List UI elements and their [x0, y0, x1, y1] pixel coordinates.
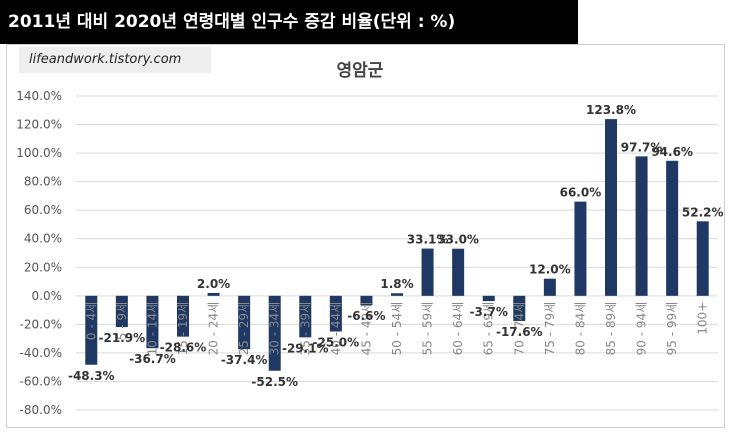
bar: [391, 293, 403, 296]
x-tick-label: 90 - 94세: [635, 302, 649, 356]
data-label: 94.6%: [651, 145, 693, 159]
x-tick-label: 5 - 9세: [115, 302, 129, 340]
x-tick-label: 0 - 4세: [84, 302, 98, 340]
data-label: -25.0%: [313, 336, 360, 350]
data-label: -17.6%: [496, 325, 543, 339]
x-tick-label: 10 - 14세: [145, 302, 159, 356]
data-label: -3.7%: [470, 305, 508, 319]
bar: [696, 221, 709, 296]
bar: [299, 295, 312, 338]
data-label: 52.2%: [682, 205, 724, 219]
x-tick-label: 85 - 89세: [604, 302, 618, 356]
data-labels: -48.3% -21.9% -36.7%-28.6% 2.0% -37.4% -52.5%…: [68, 103, 724, 389]
x-tick-label: 80 - 84세: [573, 302, 587, 356]
data-label: 12.0%: [529, 263, 571, 277]
y-axis-ticks: 140.0% 120.0% 100.0% 80.0% 60.0% 40.0% 20.0% 0.…: [16, 89, 62, 417]
x-tick-label: 25 - 29세: [237, 302, 251, 356]
bar: [452, 248, 465, 296]
y-tick-label: 60.0%: [24, 203, 62, 217]
bar: [513, 295, 526, 321]
data-label: 97.7%: [621, 140, 663, 154]
x-tick-label: 95 - 99세: [665, 302, 679, 356]
x-tick-label: 60 - 64세: [451, 302, 465, 356]
x-tick-label: 55 - 59세: [421, 302, 435, 356]
bar: [329, 295, 342, 332]
data-label: -28.6%: [160, 341, 207, 355]
bar: [177, 295, 189, 337]
bars: [85, 119, 709, 371]
y-tick-label: 20.0%: [24, 260, 62, 274]
y-tick-label: -40.0%: [20, 346, 62, 360]
data-label: 2.0%: [197, 277, 230, 291]
bar: [115, 295, 128, 328]
y-tick-label: 140.0%: [16, 89, 62, 103]
y-tick-label: -60.0%: [20, 374, 62, 388]
bar: [482, 295, 495, 302]
data-label: -37.4%: [221, 353, 268, 367]
data-label: 66.0%: [560, 186, 602, 200]
y-tick-label: 0.0%: [32, 289, 63, 303]
bar: [605, 119, 617, 296]
data-label: 33.1%: [407, 233, 449, 247]
x-tick-label: 75 - 79세: [543, 302, 557, 356]
bar: [146, 295, 159, 349]
y-tick-label: 100.0%: [16, 146, 62, 160]
data-label: 123.8%: [586, 103, 636, 117]
y-tick-label: 120.0%: [16, 118, 62, 132]
bar: [574, 201, 587, 296]
watermark: lifeandwork.tistory.com: [19, 47, 211, 73]
data-label: -52.5%: [251, 375, 298, 389]
x-tick-label: 15 - 19세: [176, 302, 190, 356]
x-tick-label: 35 - 39세: [298, 302, 312, 356]
x-tick-label: 70 - 74세: [512, 302, 526, 356]
x-tick-label: 20 - 24세: [207, 302, 221, 356]
x-tick-label: 45 - 49세: [359, 302, 373, 356]
x-tick-label: 100+: [696, 302, 710, 335]
x-tick-label: 40 - 44세: [329, 302, 343, 356]
bar: [268, 295, 281, 371]
y-tick-label: -20.0%: [20, 317, 62, 331]
data-label: -29.1%: [282, 341, 329, 355]
chart-title: 영암군: [336, 61, 384, 81]
bar: [360, 295, 373, 306]
bar: [238, 295, 251, 350]
page-title: 2011년 대비 2020년 연령대별 인구수 증감 비율(단위 : %): [0, 0, 578, 44]
data-label: -48.3%: [68, 369, 115, 383]
y-tick-label: -80.0%: [20, 403, 62, 417]
data-label: 33.0%: [437, 233, 479, 247]
x-tick-label: 65 - 69세: [482, 302, 496, 356]
bar: [635, 156, 648, 296]
bar: [543, 278, 556, 296]
x-axis-labels: 0 - 4세 5 - 9세 10 - 14세 15 - 19세 20 - 24세 25 -…: [84, 302, 709, 356]
data-label: -6.6%: [347, 309, 385, 323]
x-tick-label: 30 - 34세: [268, 302, 282, 356]
x-tick-label: 50 - 54세: [390, 302, 404, 356]
y-tick-label: 80.0%: [24, 175, 62, 189]
bar: [207, 292, 220, 296]
data-label: -36.7%: [129, 352, 176, 366]
data-label: 1.8%: [380, 277, 413, 291]
bar: [421, 248, 434, 296]
data-label: -21.9%: [99, 331, 146, 345]
bar: [666, 160, 679, 296]
y-tick-label: 40.0%: [24, 232, 62, 246]
bar: [85, 295, 98, 365]
